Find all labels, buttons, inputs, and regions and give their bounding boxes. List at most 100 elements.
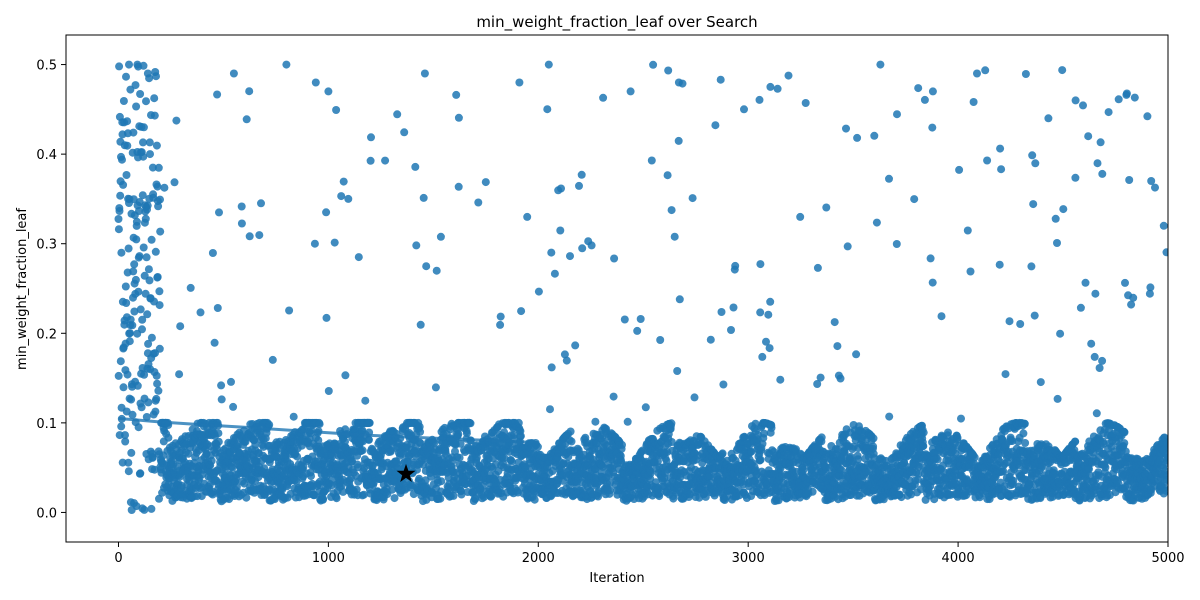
data-point: [129, 128, 138, 137]
data-point: [156, 227, 165, 236]
data-point: [647, 156, 656, 165]
data-point: [1071, 173, 1080, 182]
data-point: [265, 420, 274, 429]
data-point: [578, 244, 587, 253]
data-point: [114, 215, 123, 223]
data-point: [920, 95, 929, 104]
data-point: [152, 141, 161, 150]
data-point: [937, 312, 946, 321]
data-point: [1000, 482, 1009, 491]
data-point: [953, 433, 962, 442]
data-point: [773, 84, 782, 93]
data-point: [293, 452, 302, 461]
data-point: [322, 313, 331, 322]
data-point: [547, 248, 556, 257]
data-point: [121, 437, 130, 446]
data-point: [135, 252, 144, 261]
data-point: [217, 381, 226, 390]
data-point: [1021, 70, 1030, 78]
data-point: [148, 453, 157, 462]
data-point: [727, 326, 735, 334]
data-point: [817, 433, 826, 442]
data-point: [591, 417, 600, 426]
data-point: [432, 266, 441, 275]
data-point: [1020, 419, 1029, 428]
data-point: [310, 239, 319, 248]
data-point: [1030, 311, 1039, 320]
data-point: [127, 395, 136, 404]
data-point: [885, 412, 894, 421]
data-point: [767, 423, 776, 432]
data-point: [969, 98, 978, 106]
data-point: [150, 111, 159, 120]
data-point: [164, 433, 173, 442]
data-point: [546, 405, 554, 414]
data-point: [430, 439, 439, 447]
data-point: [1031, 159, 1040, 168]
data-point: [673, 367, 682, 375]
data-point: [136, 90, 145, 98]
data-point: [716, 75, 725, 84]
data-point: [1029, 200, 1038, 209]
data-point: [1127, 300, 1136, 309]
data-point: [663, 171, 672, 180]
data-point: [1079, 101, 1087, 110]
data-point: [237, 219, 246, 228]
data-point: [1005, 317, 1014, 326]
data-point: [547, 363, 556, 372]
data-point: [1143, 112, 1152, 121]
data-point: [893, 110, 901, 119]
data-point: [155, 494, 163, 503]
data-point: [142, 413, 151, 421]
data-point: [670, 232, 679, 241]
data-point: [155, 301, 164, 310]
data-point: [1145, 289, 1154, 298]
data-point: [1058, 66, 1067, 75]
data-point: [776, 375, 785, 384]
data-point: [400, 128, 409, 137]
data-point: [155, 287, 164, 296]
data-point: [122, 171, 131, 179]
data-point: [919, 442, 928, 451]
data-point: [636, 315, 645, 323]
data-point: [135, 207, 143, 215]
data-point: [130, 260, 139, 269]
data-point: [843, 242, 852, 251]
data-point: [842, 124, 850, 133]
data-point: [970, 453, 979, 462]
data-point: [1098, 169, 1107, 178]
data-point: [1021, 439, 1030, 447]
data-point: [119, 383, 128, 392]
data-point: [1059, 205, 1068, 214]
data-point: [140, 505, 149, 514]
data-point: [853, 133, 862, 142]
data-point: [1081, 278, 1090, 287]
data-point: [364, 435, 373, 444]
data-point: [142, 97, 150, 106]
data-point: [496, 320, 505, 329]
data-point: [667, 206, 676, 215]
data-point: [138, 191, 147, 200]
data-point: [1001, 370, 1010, 379]
data-point: [766, 82, 775, 91]
plot-area: [114, 60, 1168, 514]
data-point: [1076, 303, 1085, 312]
data-point: [132, 217, 141, 226]
data-point: [121, 282, 130, 291]
data-point: [760, 429, 769, 438]
data-point: [299, 462, 308, 471]
data-point: [914, 469, 923, 478]
data-point: [139, 138, 147, 147]
data-point: [155, 344, 164, 353]
data-point: [143, 201, 152, 210]
data-point: [123, 117, 132, 126]
data-point: [944, 428, 952, 437]
data-point: [151, 247, 160, 256]
data-point: [799, 465, 808, 474]
data-point: [118, 155, 126, 164]
data-point: [550, 269, 559, 278]
data-point: [184, 449, 193, 458]
data-point: [1027, 262, 1036, 271]
data-point: [131, 275, 140, 284]
